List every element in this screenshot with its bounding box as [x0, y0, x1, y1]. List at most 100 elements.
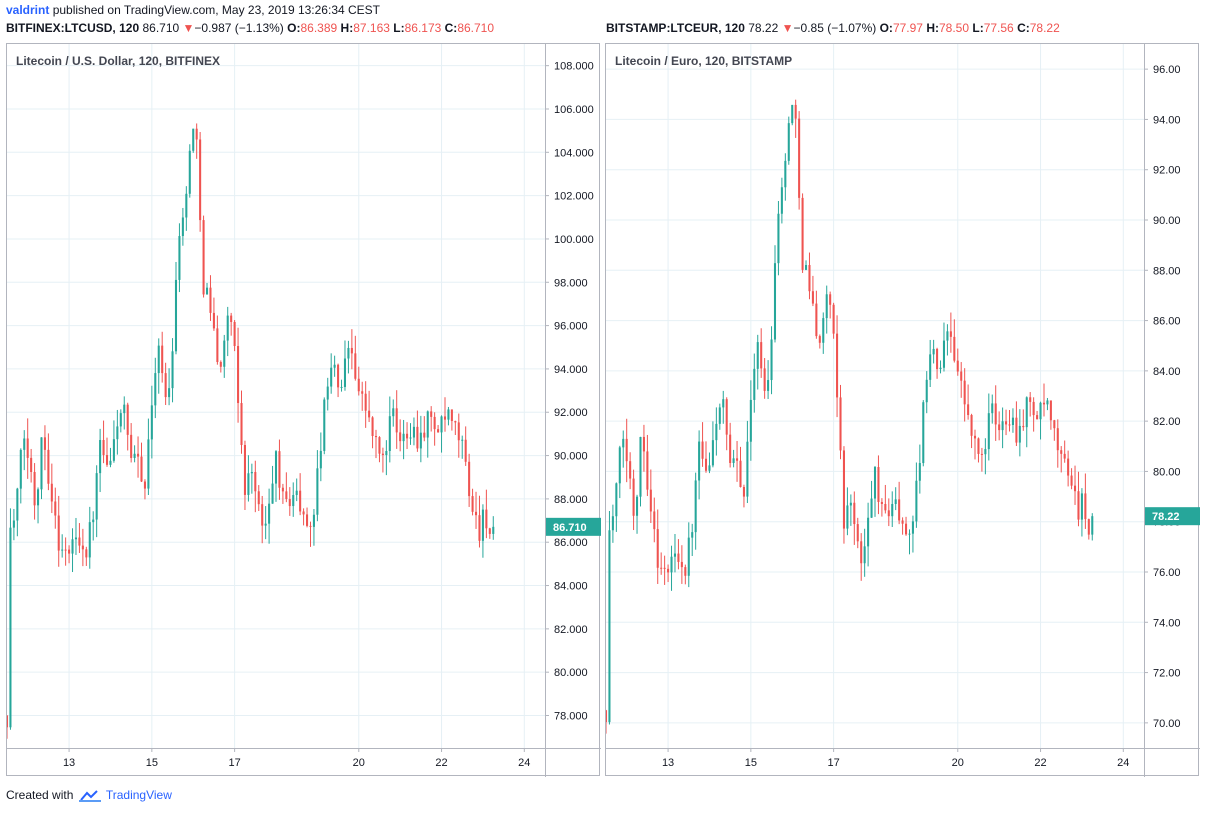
candle-body — [409, 437, 412, 439]
candle — [347, 340, 350, 374]
candle — [956, 348, 959, 376]
candle — [161, 331, 164, 383]
candle — [247, 455, 250, 502]
candle-body — [26, 438, 29, 458]
candle-body — [829, 294, 832, 305]
candle — [447, 406, 450, 426]
price-tick-label: 92.00 — [1153, 165, 1181, 177]
candle-body — [763, 368, 766, 391]
price-tick-label: 88.000 — [554, 494, 588, 506]
tradingview-link[interactable]: TradingView — [105, 788, 172, 802]
candle-body — [478, 515, 481, 541]
candle-body — [1022, 425, 1025, 428]
candle-body — [374, 436, 378, 438]
candle — [423, 416, 426, 442]
candle — [905, 516, 908, 536]
candle — [1008, 410, 1011, 432]
candle-body — [268, 503, 271, 524]
price-tick-label: 86.000 — [554, 537, 588, 549]
candle-body — [312, 514, 315, 527]
candle — [395, 390, 398, 449]
tradingview-logo-icon — [78, 790, 101, 802]
candle — [306, 507, 309, 528]
candle — [870, 480, 873, 518]
candle — [357, 366, 360, 396]
candle — [929, 339, 932, 388]
candle-body — [426, 411, 429, 438]
candle-body — [708, 465, 711, 471]
time-tick-label: 22 — [1034, 757, 1046, 769]
candle — [680, 545, 683, 584]
candle-body — [140, 456, 143, 482]
candle — [698, 430, 701, 500]
candle-body — [818, 336, 821, 343]
candle-body — [1063, 453, 1066, 459]
candle-body — [354, 353, 357, 379]
ltcusd-chart-panel[interactable]: 78.000 80.000 82.000 84.000 86.000 88.000 90.0… — [6, 43, 601, 777]
candle-body — [174, 279, 178, 352]
right-high: 78.50 — [938, 21, 970, 35]
candle-body — [357, 378, 360, 392]
ltcusd-chart-svg[interactable]: 78.000 80.000 82.000 84.000 86.000 88.000 90.0… — [7, 44, 601, 777]
candle — [123, 396, 126, 430]
candle — [392, 399, 395, 427]
candle — [767, 360, 770, 400]
candle-body — [99, 440, 102, 474]
left-low: 86.173 — [404, 21, 442, 35]
candle-body — [701, 441, 704, 459]
candle — [23, 430, 26, 471]
candle — [1073, 465, 1077, 505]
candle — [437, 425, 440, 433]
candle — [199, 131, 202, 232]
candle — [268, 488, 271, 544]
candle — [980, 447, 983, 472]
candle-body — [849, 502, 852, 506]
candle — [925, 371, 928, 414]
candle-body — [977, 438, 980, 454]
ltceur-chart-svg[interactable]: 70.0072.0074.0076.0078.0080.0082.0084.00… — [606, 44, 1200, 777]
candle — [85, 546, 88, 566]
candle-body — [406, 433, 409, 439]
candle — [164, 362, 167, 406]
candle-body — [649, 489, 652, 512]
candle — [316, 450, 319, 522]
candle — [157, 338, 160, 394]
author-link[interactable]: valdrint — [6, 3, 50, 17]
candle-body — [216, 328, 219, 362]
candle-body — [154, 373, 157, 406]
candle — [312, 508, 315, 546]
candle — [739, 446, 742, 488]
candle-body — [333, 364, 336, 368]
left-change: −0.987 (−1.13%) — [194, 21, 284, 35]
candle — [281, 483, 284, 504]
candle-body — [1005, 421, 1008, 425]
candle — [1042, 383, 1046, 417]
candle — [237, 327, 240, 423]
candle — [773, 245, 777, 343]
candle-body — [698, 441, 701, 481]
candles — [606, 99, 1094, 734]
grid-lines — [606, 44, 1144, 748]
grid-lines — [7, 44, 545, 748]
candle — [949, 312, 952, 353]
candle — [667, 564, 670, 583]
candle-body — [884, 503, 887, 511]
candle-body — [1077, 491, 1080, 520]
candle-body — [412, 426, 415, 438]
candle — [794, 99, 797, 138]
candle — [309, 521, 312, 547]
candle — [918, 444, 921, 494]
candle-body — [337, 364, 340, 388]
candle — [226, 306, 229, 357]
time-tick-label: 22 — [435, 757, 447, 769]
candle-body — [64, 549, 67, 551]
candle-body — [33, 471, 36, 506]
candle-body — [74, 537, 78, 540]
right-open: 77.97 — [892, 21, 923, 35]
candle-body — [918, 463, 921, 481]
candle-body — [1084, 493, 1087, 520]
candle-body — [929, 354, 932, 380]
ltceur-chart-panel[interactable]: 70.0072.0074.0076.0078.0080.0082.0084.00… — [605, 43, 1200, 777]
candle — [261, 495, 264, 544]
candle — [863, 528, 866, 577]
